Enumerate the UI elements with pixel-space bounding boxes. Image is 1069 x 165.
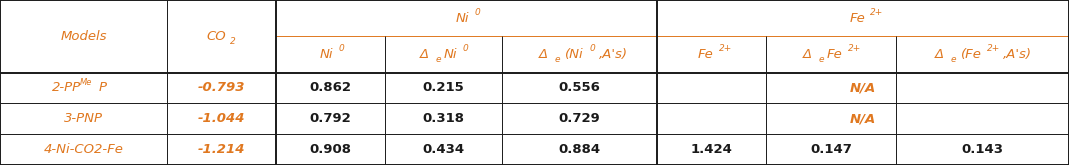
Text: 2+: 2+ (870, 8, 883, 17)
Text: Ni: Ni (320, 48, 332, 61)
Text: 0: 0 (463, 44, 468, 53)
Text: Δ: Δ (934, 48, 944, 61)
Text: 0.318: 0.318 (422, 112, 465, 125)
Text: e: e (435, 55, 440, 64)
Text: 2-PP: 2-PP (52, 82, 81, 94)
Text: 3-PNP: 3-PNP (64, 112, 103, 125)
Text: Models: Models (60, 30, 107, 43)
Text: 2+: 2+ (718, 44, 732, 53)
Text: e: e (950, 55, 956, 64)
Text: -1.044: -1.044 (198, 112, 245, 125)
Text: P: P (99, 82, 107, 94)
Text: -1.214: -1.214 (198, 143, 245, 156)
Text: Fe: Fe (850, 12, 865, 25)
Text: 0.884: 0.884 (559, 143, 601, 156)
Text: e: e (555, 55, 560, 64)
Text: Fe: Fe (827, 48, 842, 61)
Text: 0.147: 0.147 (810, 143, 852, 156)
Text: ,A's): ,A's) (599, 48, 628, 61)
Text: Δ: Δ (419, 48, 429, 61)
Text: 2: 2 (230, 37, 235, 46)
Text: Δ: Δ (539, 48, 548, 61)
Text: Δ: Δ (803, 48, 811, 61)
Text: 0.556: 0.556 (559, 82, 601, 94)
Text: 2+: 2+ (848, 44, 861, 53)
Text: Ni: Ni (444, 48, 458, 61)
Text: 0.862: 0.862 (309, 82, 352, 94)
Text: 1.424: 1.424 (691, 143, 732, 156)
Text: 0.729: 0.729 (559, 112, 601, 125)
Text: 0.143: 0.143 (961, 143, 1004, 156)
Text: 4-Ni-CO2-Fe: 4-Ni-CO2-Fe (44, 143, 123, 156)
Text: 0: 0 (339, 44, 344, 53)
Text: CO: CO (206, 30, 226, 43)
Text: Ni: Ni (455, 12, 469, 25)
Text: 0: 0 (589, 44, 595, 53)
Text: e: e (819, 55, 824, 64)
Text: (Ni: (Ni (564, 48, 584, 61)
Text: N/A: N/A (850, 112, 877, 125)
Text: 2+: 2+ (987, 44, 1001, 53)
Text: 0.215: 0.215 (422, 82, 464, 94)
Text: (Fe: (Fe (961, 48, 981, 61)
Text: 0.908: 0.908 (309, 143, 352, 156)
Text: 0: 0 (475, 8, 480, 17)
Text: ,A's): ,A's) (1003, 48, 1032, 61)
Text: Me: Me (80, 78, 93, 87)
Text: Fe: Fe (698, 48, 714, 61)
Text: 0.434: 0.434 (422, 143, 465, 156)
Text: N/A: N/A (850, 82, 877, 94)
Text: 0.792: 0.792 (310, 112, 352, 125)
Text: -0.793: -0.793 (198, 82, 245, 94)
